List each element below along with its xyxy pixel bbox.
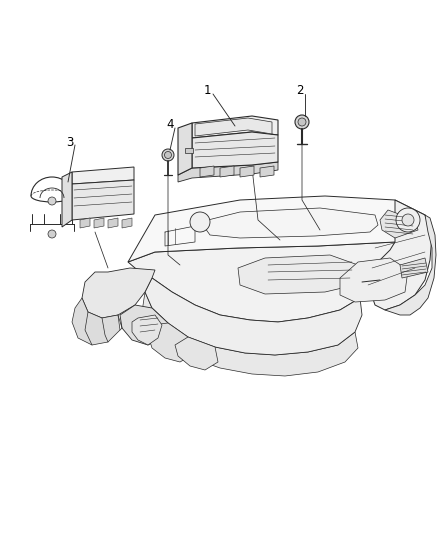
Circle shape: [396, 208, 420, 232]
Polygon shape: [72, 180, 134, 220]
Polygon shape: [80, 218, 90, 228]
Polygon shape: [82, 268, 155, 318]
Circle shape: [48, 230, 56, 238]
Circle shape: [295, 115, 309, 129]
Circle shape: [162, 149, 174, 161]
Polygon shape: [108, 218, 118, 228]
Circle shape: [190, 212, 210, 232]
Polygon shape: [340, 258, 408, 302]
Circle shape: [165, 151, 172, 158]
Polygon shape: [385, 215, 436, 315]
Polygon shape: [192, 132, 278, 168]
Circle shape: [402, 214, 414, 226]
Polygon shape: [238, 255, 358, 294]
Polygon shape: [72, 298, 120, 345]
Text: 2: 2: [296, 84, 304, 96]
Polygon shape: [128, 242, 395, 322]
Polygon shape: [148, 323, 192, 362]
Polygon shape: [72, 167, 134, 184]
Polygon shape: [178, 162, 278, 182]
Polygon shape: [260, 166, 274, 177]
Text: 3: 3: [66, 135, 74, 149]
Polygon shape: [205, 208, 378, 238]
Polygon shape: [132, 315, 162, 345]
Polygon shape: [94, 218, 104, 228]
Text: 1: 1: [203, 84, 211, 96]
Circle shape: [48, 197, 56, 205]
Polygon shape: [220, 166, 234, 177]
Polygon shape: [370, 200, 432, 310]
Bar: [185, 148, 193, 153]
Polygon shape: [178, 123, 192, 175]
Polygon shape: [128, 196, 425, 262]
Polygon shape: [120, 305, 168, 345]
Polygon shape: [400, 258, 428, 278]
Polygon shape: [240, 166, 254, 177]
Polygon shape: [192, 116, 278, 138]
Polygon shape: [380, 210, 418, 238]
Polygon shape: [142, 292, 358, 376]
Text: 4: 4: [166, 118, 174, 132]
Polygon shape: [145, 278, 362, 355]
Polygon shape: [200, 166, 214, 177]
Polygon shape: [195, 118, 272, 136]
Circle shape: [298, 118, 306, 126]
Polygon shape: [122, 218, 132, 228]
Polygon shape: [175, 337, 218, 370]
Polygon shape: [62, 172, 72, 227]
